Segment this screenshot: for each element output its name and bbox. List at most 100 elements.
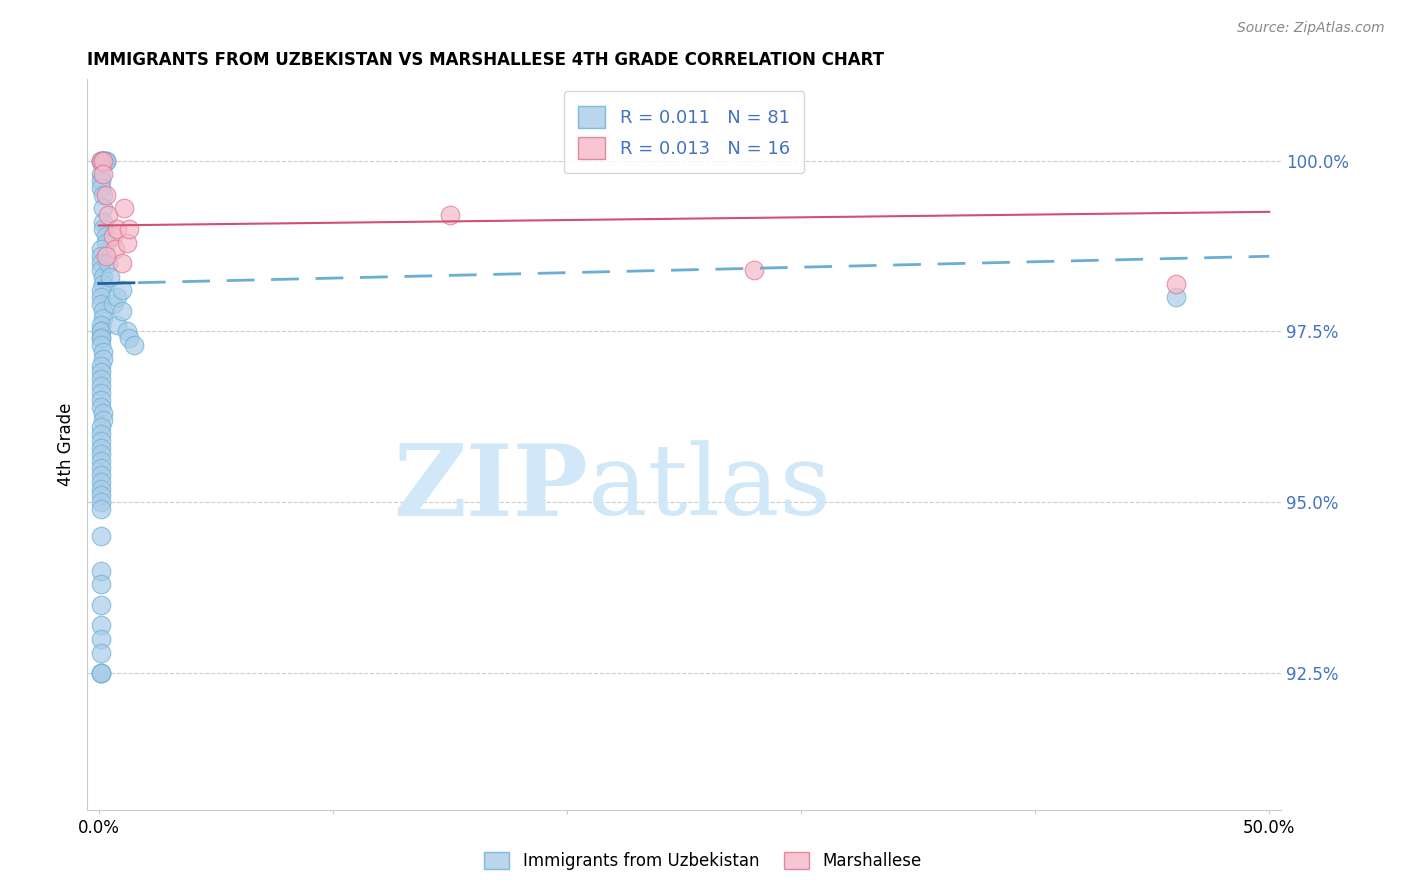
- Point: [90, 263, 112, 277]
- Point: [97, 256, 120, 270]
- Point: [90, 666, 112, 681]
- Point: [93, 153, 115, 168]
- Point: [97, 208, 120, 222]
- Point: [90, 467, 112, 482]
- Point: [90, 482, 112, 496]
- Point: [93, 215, 115, 229]
- Point: [101, 297, 124, 311]
- Point: [90, 243, 112, 257]
- Text: Source: ZipAtlas.com: Source: ZipAtlas.com: [1237, 21, 1385, 35]
- Point: [90, 441, 112, 455]
- Point: [94, 153, 117, 168]
- Point: [90, 447, 112, 461]
- Point: [114, 202, 136, 216]
- Y-axis label: 4th Grade: 4th Grade: [58, 402, 75, 486]
- Point: [90, 379, 112, 393]
- Legend: Immigrants from Uzbekistan, Marshallese: Immigrants from Uzbekistan, Marshallese: [478, 845, 928, 877]
- Point: [90, 325, 112, 339]
- Point: [90, 495, 112, 509]
- Point: [90, 174, 112, 188]
- Point: [90, 386, 112, 401]
- Point: [90, 318, 112, 332]
- Point: [94, 187, 117, 202]
- Point: [93, 310, 115, 325]
- Point: [100, 269, 122, 284]
- Point: [93, 153, 115, 168]
- Point: [1164, 277, 1187, 291]
- Point: [94, 228, 117, 243]
- Point: [118, 222, 141, 236]
- Point: [94, 235, 117, 250]
- Point: [118, 331, 141, 345]
- Point: [93, 222, 115, 236]
- Point: [90, 646, 112, 660]
- Point: [90, 153, 112, 168]
- Point: [90, 502, 112, 516]
- Point: [93, 345, 115, 359]
- Point: [94, 153, 117, 168]
- Legend: R = 0.011   N = 81, R = 0.013   N = 16: R = 0.011 N = 81, R = 0.013 N = 16: [564, 91, 804, 173]
- Point: [104, 243, 127, 257]
- Point: [115, 235, 138, 250]
- Point: [90, 153, 112, 168]
- Point: [107, 222, 129, 236]
- Point: [107, 318, 129, 332]
- Point: [90, 488, 112, 502]
- Point: [90, 338, 112, 352]
- Point: [90, 598, 112, 612]
- Point: [93, 153, 115, 168]
- Point: [93, 277, 115, 291]
- Point: [1164, 290, 1187, 304]
- Point: [90, 454, 112, 468]
- Point: [90, 325, 112, 339]
- Point: [93, 167, 115, 181]
- Point: [439, 208, 461, 222]
- Point: [90, 618, 112, 632]
- Point: [93, 269, 115, 284]
- Point: [90, 434, 112, 448]
- Point: [742, 263, 765, 277]
- Point: [111, 304, 134, 318]
- Point: [90, 632, 112, 646]
- Point: [90, 249, 112, 263]
- Point: [93, 407, 115, 421]
- Point: [93, 202, 115, 216]
- Point: [90, 290, 112, 304]
- Point: [115, 325, 138, 339]
- Point: [90, 392, 112, 407]
- Point: [94, 153, 117, 168]
- Point: [90, 420, 112, 434]
- Point: [90, 666, 112, 681]
- Point: [90, 564, 112, 578]
- Point: [94, 249, 117, 263]
- Point: [93, 304, 115, 318]
- Point: [90, 475, 112, 489]
- Point: [90, 297, 112, 311]
- Point: [90, 359, 112, 373]
- Point: [90, 284, 112, 298]
- Point: [93, 351, 115, 366]
- Point: [93, 187, 115, 202]
- Point: [93, 413, 115, 427]
- Point: [90, 181, 112, 195]
- Point: [90, 366, 112, 380]
- Text: ZIP: ZIP: [394, 440, 589, 537]
- Point: [90, 529, 112, 543]
- Point: [93, 153, 115, 168]
- Point: [90, 331, 112, 345]
- Point: [111, 284, 134, 298]
- Point: [90, 461, 112, 475]
- Point: [90, 577, 112, 591]
- Point: [90, 372, 112, 386]
- Point: [90, 666, 112, 681]
- Point: [90, 256, 112, 270]
- Text: IMMIGRANTS FROM UZBEKISTAN VS MARSHALLESE 4TH GRADE CORRELATION CHART: IMMIGRANTS FROM UZBEKISTAN VS MARSHALLES…: [87, 51, 884, 69]
- Point: [90, 426, 112, 441]
- Point: [90, 153, 112, 168]
- Point: [122, 338, 145, 352]
- Point: [90, 331, 112, 345]
- Point: [90, 167, 112, 181]
- Text: atlas: atlas: [589, 440, 831, 536]
- Point: [90, 400, 112, 414]
- Point: [101, 228, 124, 243]
